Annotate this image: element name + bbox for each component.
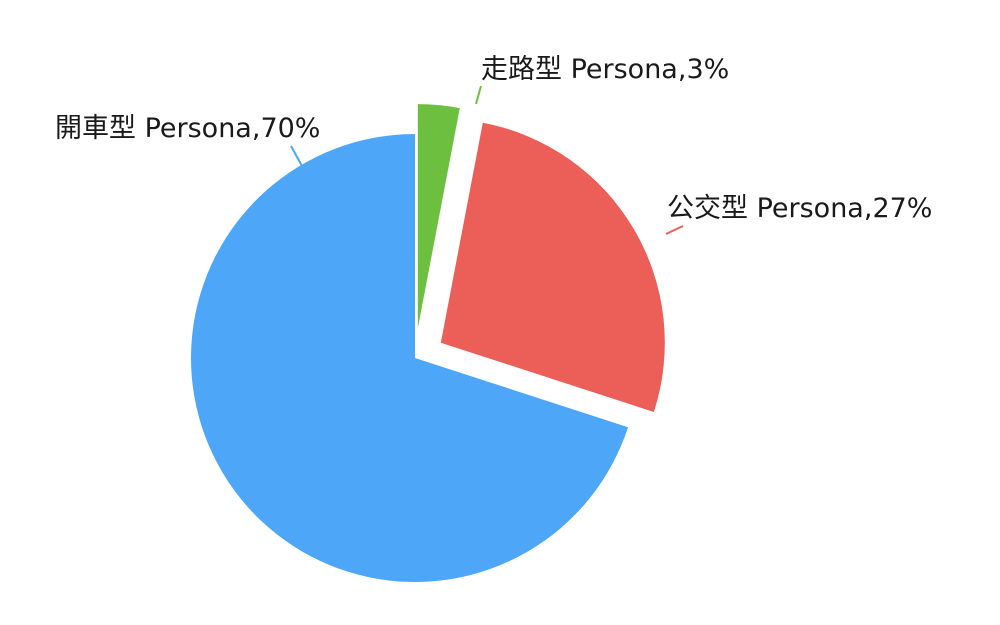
- leader-line: [475, 85, 482, 105]
- pie-slice: [440, 122, 665, 412]
- slice-labels: 走路型 Persona,3% 公交型 Persona,27% 開車型 Persona…: [55, 54, 932, 224]
- pie-slice: [191, 134, 629, 582]
- pie-slice: [417, 104, 460, 329]
- pie-slices: [191, 104, 665, 582]
- slice-label: 走路型 Persona,3%: [481, 54, 729, 85]
- leader-line: [665, 225, 684, 235]
- slice-label: 開車型 Persona,70%: [55, 113, 320, 144]
- slice-label: 公交型 Persona,27%: [667, 193, 932, 224]
- leader-lines: [290, 85, 684, 235]
- leader-line: [290, 145, 303, 167]
